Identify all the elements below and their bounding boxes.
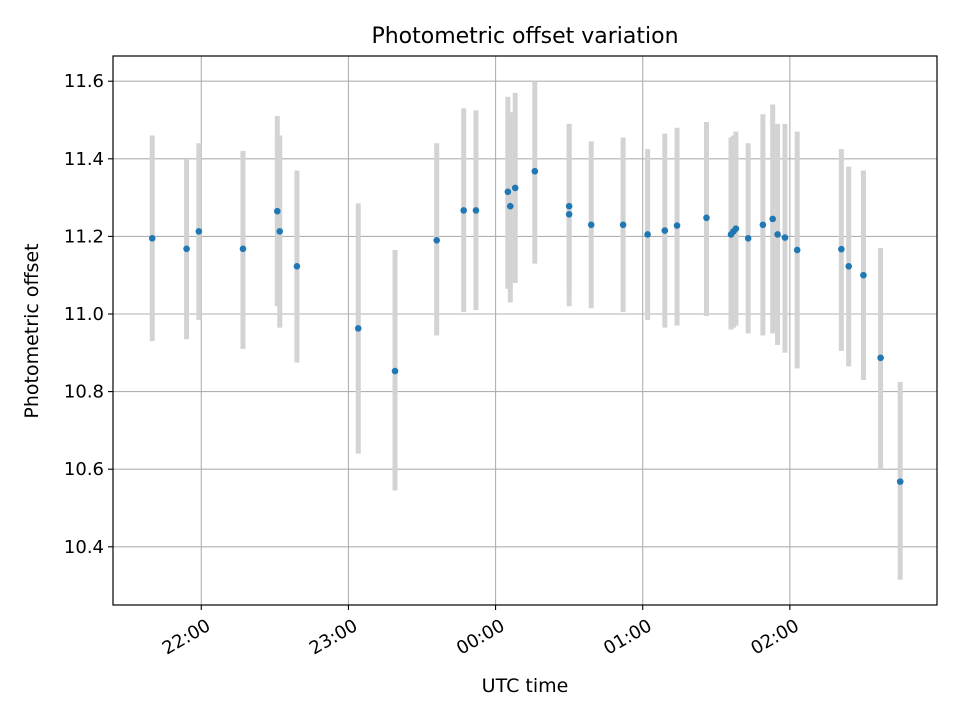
data-point xyxy=(183,245,190,253)
data-point xyxy=(587,221,595,229)
y-axis-label: Photometric offset xyxy=(21,243,43,418)
data-point xyxy=(391,367,399,375)
y-tick-label: 10.6 xyxy=(64,459,104,480)
data-point xyxy=(774,231,781,238)
data-point xyxy=(239,245,247,253)
y-tick-label: 11.6 xyxy=(64,71,104,92)
data-point xyxy=(877,354,884,362)
data-point xyxy=(195,228,203,235)
y-tick-label: 11.4 xyxy=(64,149,104,170)
data-point xyxy=(732,225,740,232)
data-point xyxy=(673,222,681,229)
chart-title: Photometric offset variation xyxy=(371,24,678,49)
y-tick-label: 10.4 xyxy=(64,537,104,558)
data-point xyxy=(276,228,284,235)
data-point xyxy=(504,188,512,196)
data-points xyxy=(148,167,904,485)
data-point xyxy=(860,271,867,279)
data-point xyxy=(531,167,539,175)
y-tick-label: 11.2 xyxy=(64,226,104,247)
data-point xyxy=(845,262,853,270)
data-point xyxy=(506,202,514,210)
data-point xyxy=(838,245,845,253)
data-point xyxy=(781,234,789,241)
data-point xyxy=(619,221,627,229)
data-point xyxy=(769,215,776,223)
y-axis-ticks: 10.4 10.6 10.8 11.0 11.2 11.4 11.6 xyxy=(64,71,113,558)
data-point xyxy=(565,210,573,218)
y-tick-label: 11.0 xyxy=(64,304,104,325)
data-point xyxy=(293,262,301,270)
data-point xyxy=(565,202,573,210)
data-point xyxy=(703,214,710,222)
data-point xyxy=(744,235,752,242)
data-point xyxy=(148,235,156,242)
data-point xyxy=(793,246,801,254)
data-point xyxy=(274,207,281,215)
data-point xyxy=(460,207,467,214)
data-point xyxy=(433,236,441,244)
data-point xyxy=(644,231,651,238)
y-tick-label: 10.8 xyxy=(64,382,104,403)
plot-frame xyxy=(112,55,938,606)
data-point xyxy=(896,478,904,485)
data-point xyxy=(354,325,362,332)
data-point xyxy=(511,184,519,192)
data-point xyxy=(472,207,480,214)
data-point xyxy=(661,227,669,234)
data-point xyxy=(759,221,767,229)
x-axis-label: UTC time xyxy=(482,675,569,697)
